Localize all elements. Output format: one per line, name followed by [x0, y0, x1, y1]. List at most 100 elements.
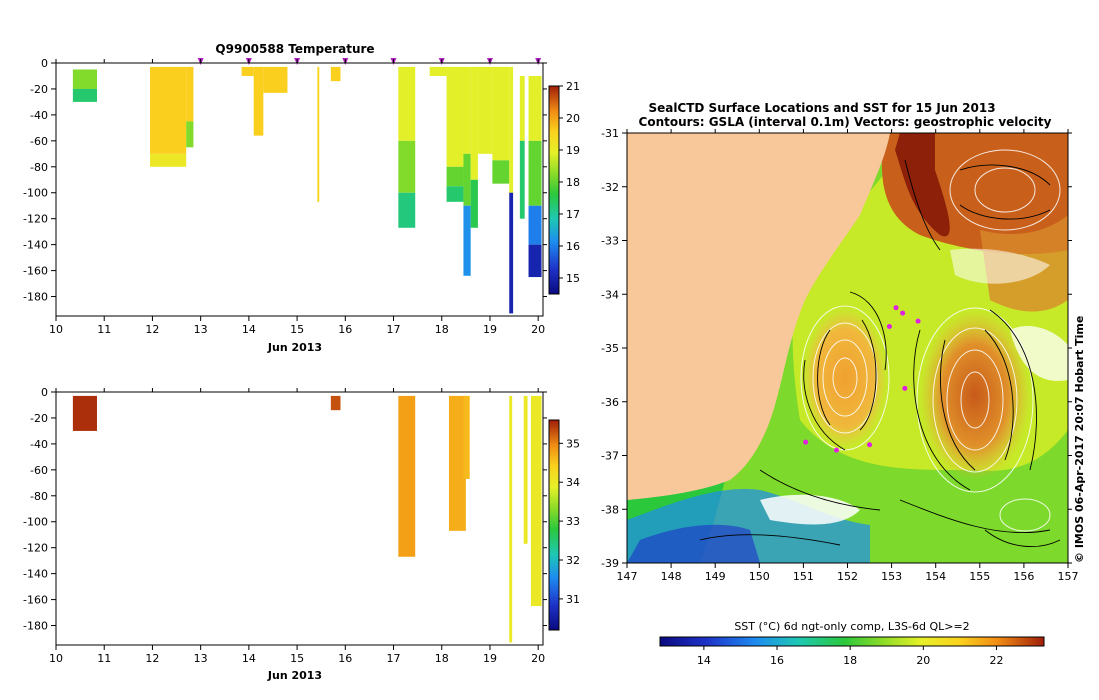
map-y-tick-label: -37 [601, 450, 619, 463]
x-tick-label: 15 [290, 323, 304, 336]
profile-segment [519, 75, 525, 141]
temperature-title: Q9900588 Temperature [215, 42, 374, 56]
sst-colorbar-label: SST (°C) 6d ngt-only comp, L3S-6d QL>=2 [734, 620, 969, 633]
profile-segment [492, 160, 510, 184]
sst-colorbar-ticks: 14 16 18 20 22 [697, 646, 1003, 667]
profile-segment [530, 395, 542, 607]
colorbar-tick-label: 33 [566, 515, 580, 528]
salinity-colorbar [548, 419, 560, 631]
profile-segment [470, 179, 478, 228]
seal-position-marker [893, 305, 899, 311]
sst-cold-southwest [627, 524, 760, 563]
colorbar-tick-label: 20 [566, 112, 580, 125]
y-tick-label: -140 [23, 239, 48, 252]
x-tick-label: 16 [338, 652, 352, 665]
colorbar-tick-label: 31 [566, 593, 580, 606]
sst-map-panel: SealCTD Surface Locations and SST for 15… [601, 101, 1086, 667]
temperature-colorbar [548, 85, 560, 295]
salinity-xlabel: Jun 2013 [267, 669, 322, 682]
y-tick-label: -40 [30, 438, 48, 451]
x-tick-label: 15 [290, 652, 304, 665]
profile-segment [150, 66, 187, 154]
x-tick-label: 19 [483, 652, 497, 665]
x-tick-label: 20 [531, 323, 545, 336]
y-tick-label: -180 [23, 620, 48, 633]
x-tick-label: 14 [242, 323, 256, 336]
map-x-tick-label: 150 [749, 570, 770, 583]
x-tick-label: 18 [435, 652, 449, 665]
eddy-central [920, 310, 1030, 480]
profile-segment [398, 192, 416, 228]
x-tick-label: 20 [531, 652, 545, 665]
y-tick-label: -180 [23, 291, 48, 304]
x-tick-label: 14 [242, 652, 256, 665]
map-side-label: © IMOS 06-Apr-2017 20:07 Hobart Time [1073, 316, 1086, 563]
x-tick-label: 13 [194, 323, 208, 336]
profile-segment [509, 395, 513, 643]
profile-segment [463, 66, 471, 154]
colorbar-tick-label: 16 [566, 240, 580, 253]
temperature-xlabel: Jun 2013 [267, 341, 322, 354]
cloud-gap-3 [950, 248, 1050, 284]
colorbar-tick-label: 34 [566, 476, 580, 489]
seal-position-marker [867, 442, 873, 448]
profile-segment [523, 395, 528, 544]
seal-position-marker [915, 318, 921, 324]
map-y-tick-label: -32 [601, 181, 619, 194]
profile-segment [509, 66, 514, 193]
eac-core-dark [895, 133, 950, 237]
salinity-y-ticks: 0 -20 -40 -60 -80 -100 -120 -140 -160 -180 [23, 386, 547, 633]
map-area [627, 133, 1068, 563]
y-tick-label: -20 [30, 412, 48, 425]
profile-segment [477, 66, 493, 154]
map-title-line1: SealCTD Surface Locations and SST for 15… [648, 101, 995, 115]
x-tick-label: 12 [145, 323, 159, 336]
sst-colorbar-tick-label: 22 [989, 654, 1003, 667]
sst-colorbar-tick-label: 14 [697, 654, 711, 667]
temperature-y-ticks: 0 -20 -40 -60 -80 -100 -120 -140 -160 -180 [23, 57, 547, 304]
profile-segment [463, 153, 471, 206]
y-tick-label: -100 [23, 516, 48, 529]
temperature-colorbar-ticks: 21 20 19 18 17 16 15 [559, 80, 580, 285]
y-tick-label: -100 [23, 187, 48, 200]
profile-segment [519, 140, 525, 219]
map-y-ticks: -31 -32 -33 -34 -35 -36 -37 -38 -39 [601, 127, 1072, 570]
sst-colorbar-tick-label: 20 [916, 654, 930, 667]
map-x-tick-label: 148 [661, 570, 682, 583]
map-x-tick-label: 153 [881, 570, 902, 583]
map-x-tick-label: 147 [617, 570, 638, 583]
x-tick-label: 10 [49, 652, 63, 665]
profile-segment [463, 395, 470, 479]
map-y-tick-label: -38 [601, 503, 619, 516]
profile-segment [528, 75, 542, 141]
seal-position-marker [900, 310, 906, 316]
y-tick-label: -160 [23, 594, 48, 607]
profile-segment [528, 140, 542, 206]
x-tick-label: 16 [338, 323, 352, 336]
colorbar-tick-label: 18 [566, 176, 580, 189]
map-x-tick-label: 152 [837, 570, 858, 583]
seal-position-marker [886, 324, 892, 329]
y-tick-label: -140 [23, 568, 48, 581]
profile-segment [150, 153, 187, 167]
y-tick-label: -60 [30, 135, 48, 148]
eddy-west [803, 308, 887, 448]
colorbar-tick-label: 32 [566, 554, 580, 567]
profile-segment [470, 66, 478, 180]
temperature-plot-frame [55, 62, 544, 317]
seal-position-marker [803, 439, 809, 445]
x-tick-label: 12 [145, 652, 159, 665]
seal-position-marker [833, 447, 839, 453]
x-tick-label: 19 [483, 323, 497, 336]
profile-segment [263, 66, 288, 93]
profile-segment [186, 121, 194, 148]
x-tick-label: 10 [49, 323, 63, 336]
profile-segment [528, 205, 542, 245]
profile-segment [446, 166, 464, 187]
map-x-tick-label: 155 [969, 570, 990, 583]
profile-segment [448, 395, 466, 531]
x-tick-label: 17 [387, 652, 401, 665]
seal-position-marker [902, 385, 908, 391]
salinity-profiles [72, 395, 542, 643]
